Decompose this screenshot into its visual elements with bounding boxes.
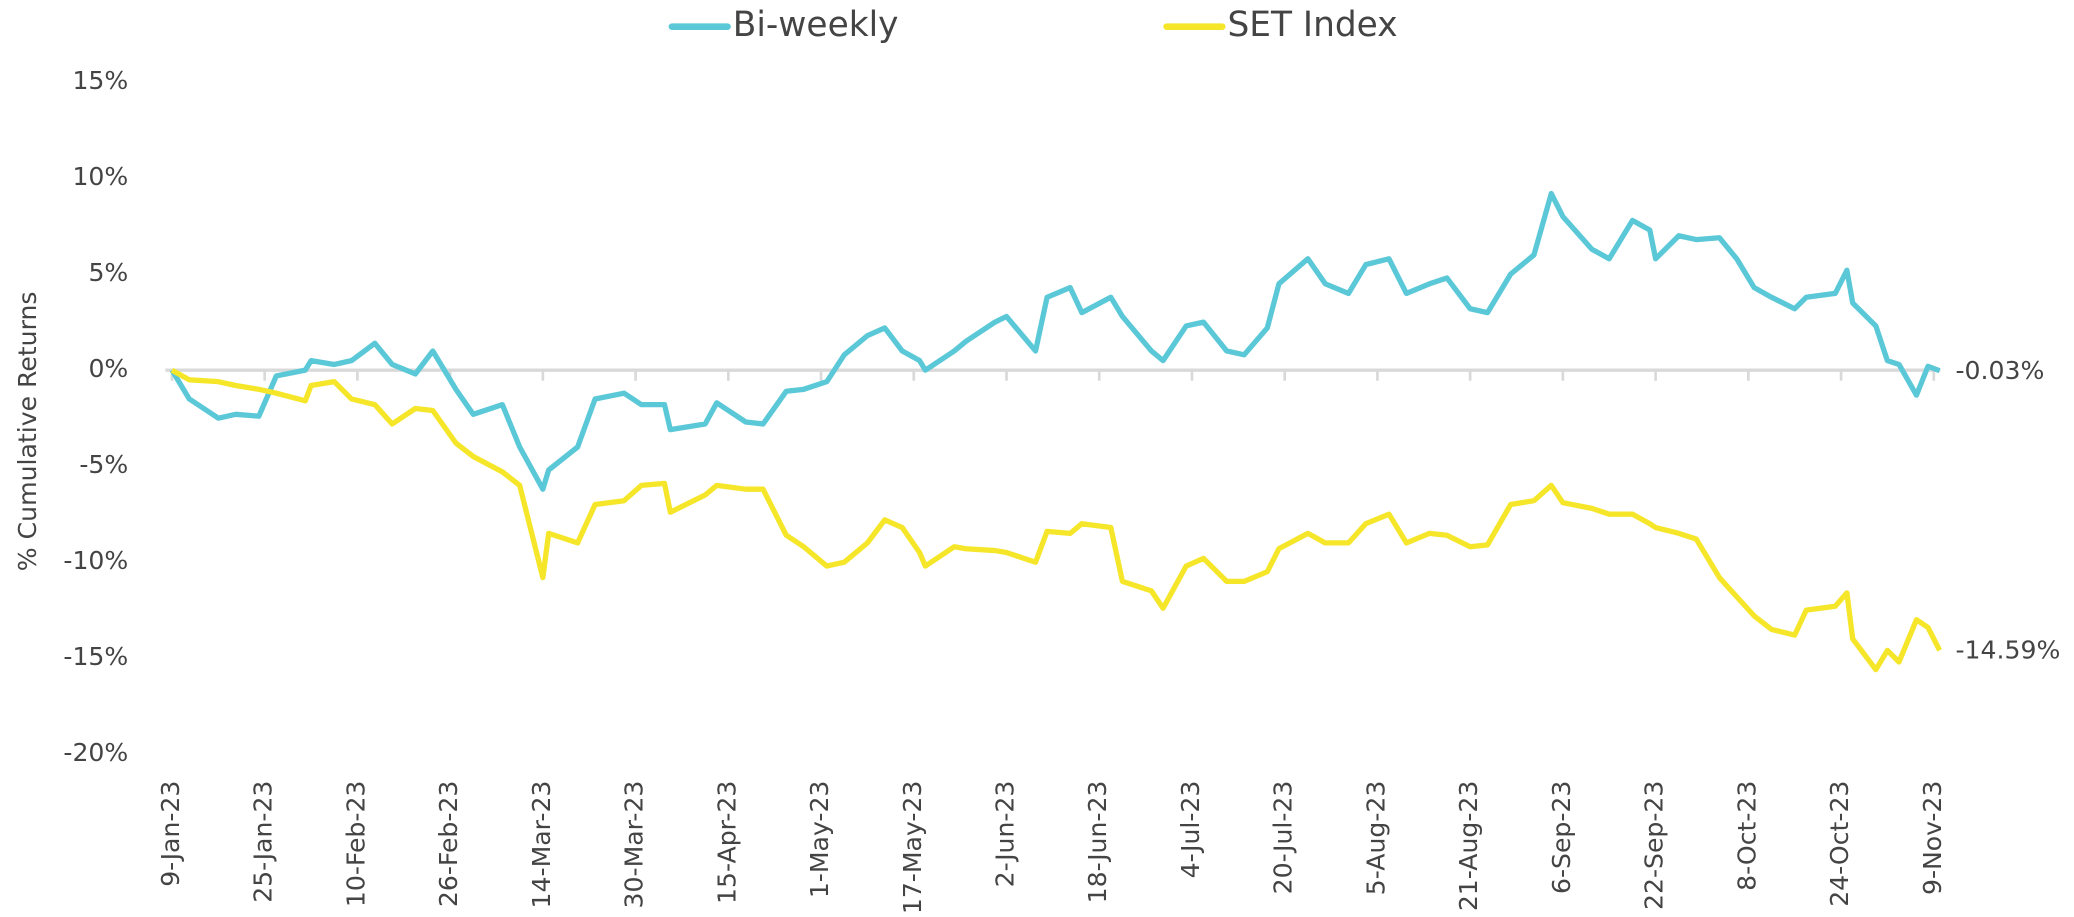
y-tick-label: 0% xyxy=(88,354,128,383)
series-line xyxy=(169,190,1941,492)
x-tick-label: 22-Sep-23 xyxy=(1640,781,1669,910)
y-tick-label: 10% xyxy=(72,162,128,191)
x-tick-label: 4-Jul-23 xyxy=(1176,781,1205,879)
x-tick-label: 21-Aug-23 xyxy=(1454,781,1483,912)
legend-label: SET Index xyxy=(1227,5,1397,45)
series-line xyxy=(170,367,1942,673)
x-tick-label: 20-Jul-23 xyxy=(1269,781,1298,895)
value-label: -14.59% xyxy=(1955,636,2060,665)
y-tick-label: -10% xyxy=(63,546,128,575)
y-tick-label: -20% xyxy=(63,738,128,767)
x-tick-label: 9-Nov-23 xyxy=(1918,781,1947,895)
x-tick-label: 17-May-23 xyxy=(898,781,927,915)
x-tick-label: 1-May-23 xyxy=(805,781,834,899)
x-tick-label: 8-Oct-23 xyxy=(1732,781,1761,891)
y-tick-label: 15% xyxy=(72,66,128,95)
x-tick-label: 14-Mar-23 xyxy=(527,781,556,909)
x-tick-label: 30-Mar-23 xyxy=(620,781,649,909)
y-tick-label: -5% xyxy=(79,450,128,479)
y-axis-label: % Cumulative Returns xyxy=(13,292,42,572)
y-tick-label: 5% xyxy=(88,258,128,287)
value-label: -0.03% xyxy=(1955,356,2044,385)
x-tick-label: 15-Apr-23 xyxy=(712,781,741,904)
x-tick-label: 18-Jun-23 xyxy=(1083,781,1112,904)
x-tick-label: 9-Jan-23 xyxy=(156,781,185,887)
x-tick-label: 6-Sep-23 xyxy=(1547,781,1576,894)
y-tick-label: -15% xyxy=(63,642,128,671)
legend-label: Bi-weekly xyxy=(733,5,899,45)
x-tick-label: 26-Feb-23 xyxy=(434,781,463,908)
x-tick-label: 24-Oct-23 xyxy=(1825,781,1854,907)
x-tick-label: 5-Aug-23 xyxy=(1361,781,1390,896)
x-tick-label: 2-Jun-23 xyxy=(991,781,1020,888)
x-tick-label: 10-Feb-23 xyxy=(341,781,370,908)
x-tick-label: 25-Jan-23 xyxy=(249,781,278,903)
